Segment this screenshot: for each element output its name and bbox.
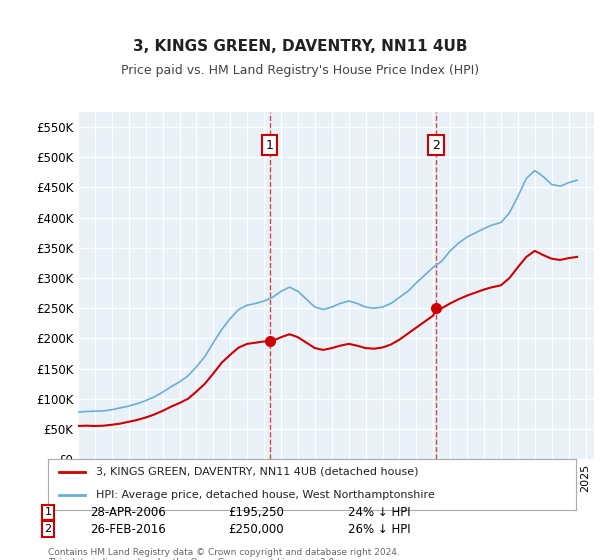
Text: £195,250: £195,250 [228, 506, 284, 519]
Text: Contains HM Land Registry data © Crown copyright and database right 2024.
This d: Contains HM Land Registry data © Crown c… [48, 548, 400, 560]
Text: 3, KINGS GREEN, DAVENTRY, NN11 4UB: 3, KINGS GREEN, DAVENTRY, NN11 4UB [133, 39, 467, 54]
Text: 1: 1 [266, 139, 274, 152]
Text: 28-APR-2006: 28-APR-2006 [90, 506, 166, 519]
Text: 2: 2 [432, 139, 440, 152]
Text: 2: 2 [44, 524, 52, 534]
Text: 3, KINGS GREEN, DAVENTRY, NN11 4UB (detached house): 3, KINGS GREEN, DAVENTRY, NN11 4UB (deta… [95, 467, 418, 477]
Text: 26-FEB-2016: 26-FEB-2016 [90, 522, 166, 536]
Text: 24% ↓ HPI: 24% ↓ HPI [348, 506, 410, 519]
Text: £250,000: £250,000 [228, 522, 284, 536]
Text: 26% ↓ HPI: 26% ↓ HPI [348, 522, 410, 536]
Text: Price paid vs. HM Land Registry's House Price Index (HPI): Price paid vs. HM Land Registry's House … [121, 64, 479, 77]
Text: 1: 1 [44, 507, 52, 517]
Text: HPI: Average price, detached house, West Northamptonshire: HPI: Average price, detached house, West… [95, 491, 434, 501]
